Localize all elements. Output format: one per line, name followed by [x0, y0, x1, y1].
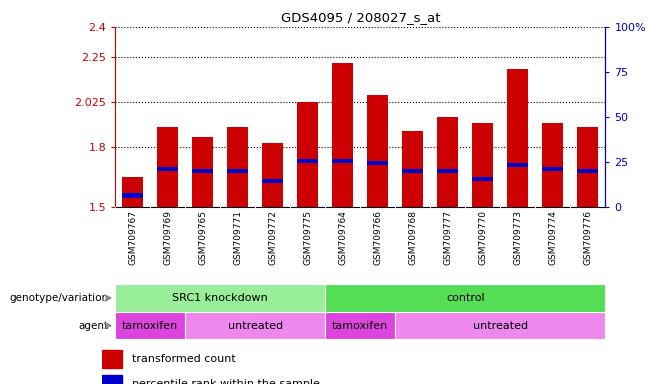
Text: agent: agent	[78, 321, 109, 331]
Bar	[102, 375, 122, 384]
Text: genotype/variation: genotype/variation	[9, 293, 109, 303]
Bar	[297, 102, 318, 207]
Text: untreated: untreated	[228, 321, 283, 331]
Text: control: control	[446, 293, 484, 303]
Bar	[122, 177, 143, 207]
Bar	[297, 159, 318, 164]
Text: GSM709770: GSM709770	[478, 210, 488, 265]
Text: percentile rank within the sample: percentile rank within the sample	[132, 379, 320, 384]
Bar	[192, 137, 213, 207]
Bar	[122, 193, 143, 197]
Bar	[325, 312, 395, 339]
Title: GDS4095 / 208027_s_at: GDS4095 / 208027_s_at	[280, 11, 440, 24]
Bar	[157, 127, 178, 207]
Bar	[472, 123, 494, 207]
Bar	[507, 69, 528, 207]
Text: transformed count: transformed count	[132, 354, 236, 364]
Text: GSM709771: GSM709771	[233, 210, 242, 265]
Bar	[157, 167, 178, 172]
Bar	[262, 179, 283, 184]
Text: tamoxifen: tamoxifen	[122, 321, 178, 331]
Text: GSM709776: GSM709776	[584, 210, 592, 265]
Bar	[438, 117, 458, 207]
Bar	[395, 312, 605, 339]
Text: untreated: untreated	[472, 321, 528, 331]
Bar	[507, 163, 528, 167]
Bar	[332, 63, 353, 207]
Text: tamoxifen: tamoxifen	[332, 321, 388, 331]
Text: GSM709777: GSM709777	[443, 210, 452, 265]
Text: GSM709766: GSM709766	[373, 210, 382, 265]
Bar	[325, 284, 605, 312]
Bar	[192, 169, 213, 174]
Bar	[472, 177, 494, 182]
Bar	[542, 167, 563, 172]
Text: SRC1 knockdown: SRC1 knockdown	[172, 293, 268, 303]
Bar	[332, 159, 353, 164]
Text: GSM709767: GSM709767	[128, 210, 137, 265]
Text: GSM709764: GSM709764	[338, 210, 347, 265]
Text: GSM709774: GSM709774	[548, 210, 557, 265]
Bar	[115, 284, 325, 312]
Bar	[367, 161, 388, 166]
Bar	[367, 95, 388, 207]
Bar	[262, 143, 283, 207]
Bar	[227, 169, 248, 174]
Bar	[542, 123, 563, 207]
Bar	[102, 350, 122, 368]
Text: GSM709768: GSM709768	[408, 210, 417, 265]
Bar	[577, 169, 598, 174]
Bar	[402, 169, 423, 174]
Text: GSM709775: GSM709775	[303, 210, 313, 265]
Bar	[115, 312, 185, 339]
Bar	[185, 312, 325, 339]
Bar	[438, 169, 458, 174]
Bar	[577, 127, 598, 207]
Bar	[402, 131, 423, 207]
Text: GSM709765: GSM709765	[198, 210, 207, 265]
Text: GSM709769: GSM709769	[163, 210, 172, 265]
Bar	[227, 127, 248, 207]
Text: GSM709772: GSM709772	[268, 210, 277, 265]
Text: GSM709773: GSM709773	[513, 210, 522, 265]
